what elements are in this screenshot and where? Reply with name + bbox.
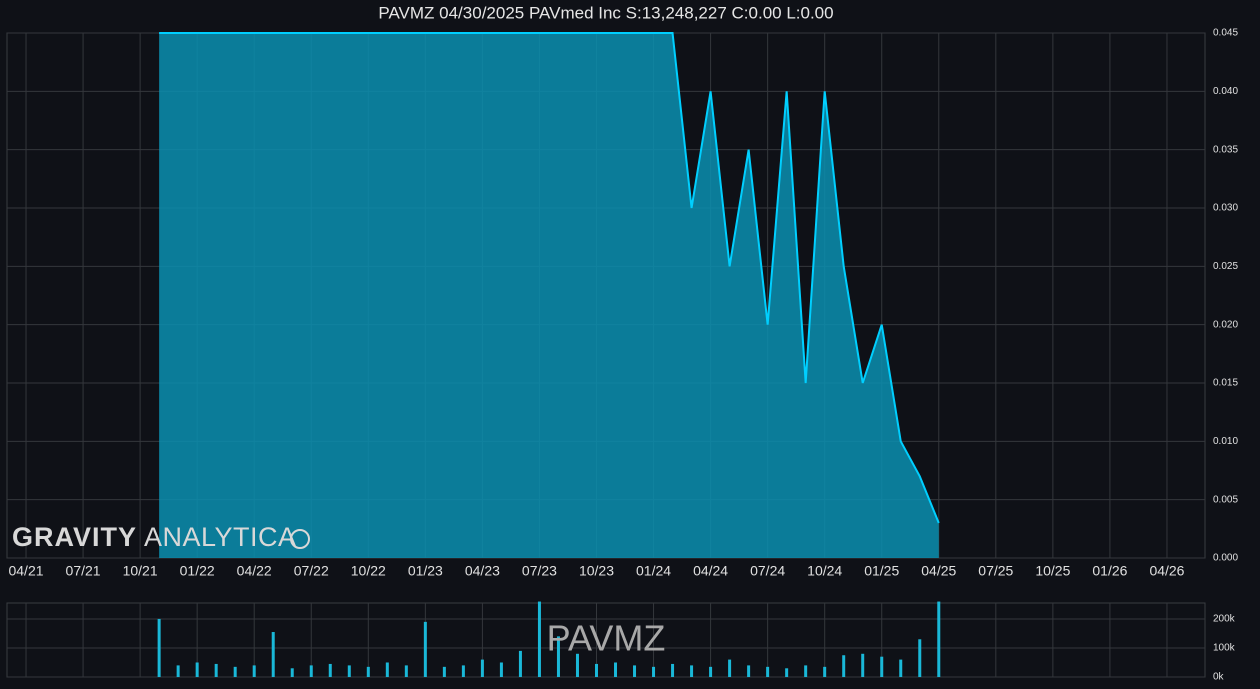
x-tick-label: 04/24 [693,563,728,579]
volume-bar [195,662,199,677]
volume-bar [499,662,503,677]
volume-bar [271,632,275,677]
y-tick-label: 0.020 [1213,319,1238,330]
volume-bar [804,665,808,677]
volume-bar [861,653,865,677]
price-line [159,32,940,524]
volume-bar [252,665,256,677]
volume-bar [328,663,332,677]
volume-bar [614,662,618,677]
volume-bar [233,666,237,677]
volume-bar [937,601,941,677]
volume-bar [366,666,370,677]
y-tick-label: 0.000 [1213,553,1238,564]
x-tick-label: 01/26 [1092,563,1127,579]
x-tick-label: 04/23 [465,563,500,579]
volume-bar [842,655,846,677]
x-tick-label: 10/22 [351,563,386,579]
y-tick-label: 0.045 [1213,28,1238,39]
x-tick-label: 07/21 [66,563,101,579]
volume-bar [518,650,522,677]
x-tick-label: 01/24 [636,563,671,579]
x-tick-label: 04/21 [8,563,43,579]
volume-bar [575,653,579,677]
volume-bar [214,663,218,677]
logo-bold: GRAVITY [12,522,137,552]
volume-bar [823,666,827,677]
x-tick-label: 10/21 [123,563,158,579]
volume-bar [709,666,713,677]
volume-bar [423,621,427,677]
chart-title: PAVMZ 04/30/2025 PAVmed Inc S:13,248,227… [378,3,833,22]
volume-bar [690,665,694,677]
x-tick-label: 01/22 [180,563,215,579]
y-tick-label: 0.025 [1213,261,1238,272]
y-tick-label: 0.015 [1213,378,1238,389]
volume-bar [176,665,180,677]
volume-bar [899,659,903,677]
volume-bar [461,665,465,677]
x-tick-label: 01/25 [864,563,899,579]
volume-bar [157,618,161,677]
volume-bar [404,665,408,677]
x-tick-label: 04/25 [921,563,956,579]
volume-bar [290,668,294,677]
y-tick-label: 200k [1213,614,1236,625]
x-tick-label: 10/25 [1035,563,1070,579]
volume-bar [747,665,751,677]
logo-icon [290,529,310,549]
area-fill [159,33,939,558]
volume-bar [309,665,313,677]
volume-bar [556,636,560,677]
x-tick-label: 04/26 [1149,563,1184,579]
watermark: PAVMZ [547,618,666,659]
volume-bar [385,662,389,677]
logo-light: ANALYTICA [144,522,297,552]
volume-bar [652,666,656,677]
volume-bar [918,639,922,677]
volume-bar [785,668,789,677]
volume-bar [537,601,541,677]
x-tick-label: 10/23 [579,563,614,579]
volume-bar [633,665,637,677]
volume-bar [880,656,884,677]
y-tick-label: 0.030 [1213,203,1238,214]
y-tick-label: 0.040 [1213,86,1238,97]
x-tick-label: 01/23 [408,563,443,579]
y-tick-label: 0k [1213,672,1225,683]
y-tick-label: 0.035 [1213,144,1238,155]
volume-bar [728,659,732,677]
volume-bar [347,665,351,677]
x-tick-label: 07/24 [750,563,785,579]
volume-bar [480,659,484,677]
y-tick-label: 0.005 [1213,494,1238,505]
volume-bar [594,663,598,677]
x-tick-label: 07/22 [294,563,329,579]
x-tick-label: 10/24 [807,563,842,579]
x-tick-label: 04/22 [237,563,272,579]
volume-bar [766,666,770,677]
y-tick-label: 0.010 [1213,436,1238,447]
volume-bar [671,663,675,677]
y-tick-label: 100k [1213,643,1236,654]
x-tick-label: 07/25 [978,563,1013,579]
x-tick-label: 07/23 [522,563,557,579]
volume-bar [442,666,446,677]
